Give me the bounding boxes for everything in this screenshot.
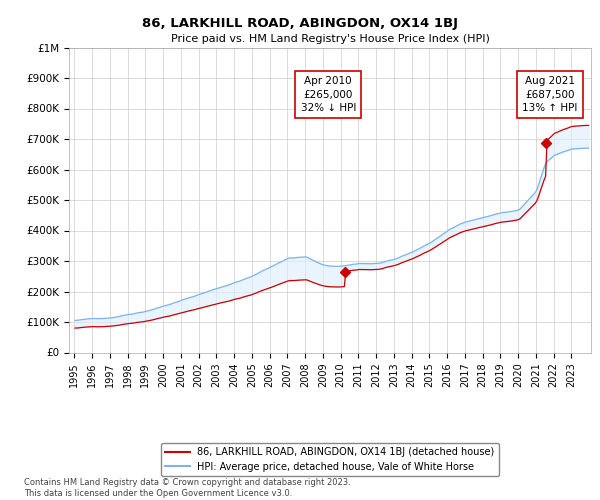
Text: Contains HM Land Registry data © Crown copyright and database right 2023.
This d: Contains HM Land Registry data © Crown c… — [24, 478, 351, 498]
Title: Price paid vs. HM Land Registry's House Price Index (HPI): Price paid vs. HM Land Registry's House … — [170, 34, 490, 44]
Text: Aug 2021
£687,500
13% ↑ HPI: Aug 2021 £687,500 13% ↑ HPI — [523, 76, 578, 113]
Text: 86, LARKHILL ROAD, ABINGDON, OX14 1BJ: 86, LARKHILL ROAD, ABINGDON, OX14 1BJ — [142, 18, 458, 30]
Legend: 86, LARKHILL ROAD, ABINGDON, OX14 1BJ (detached house), HPI: Average price, deta: 86, LARKHILL ROAD, ABINGDON, OX14 1BJ (d… — [161, 443, 499, 476]
Text: Apr 2010
£265,000
32% ↓ HPI: Apr 2010 £265,000 32% ↓ HPI — [301, 76, 356, 113]
